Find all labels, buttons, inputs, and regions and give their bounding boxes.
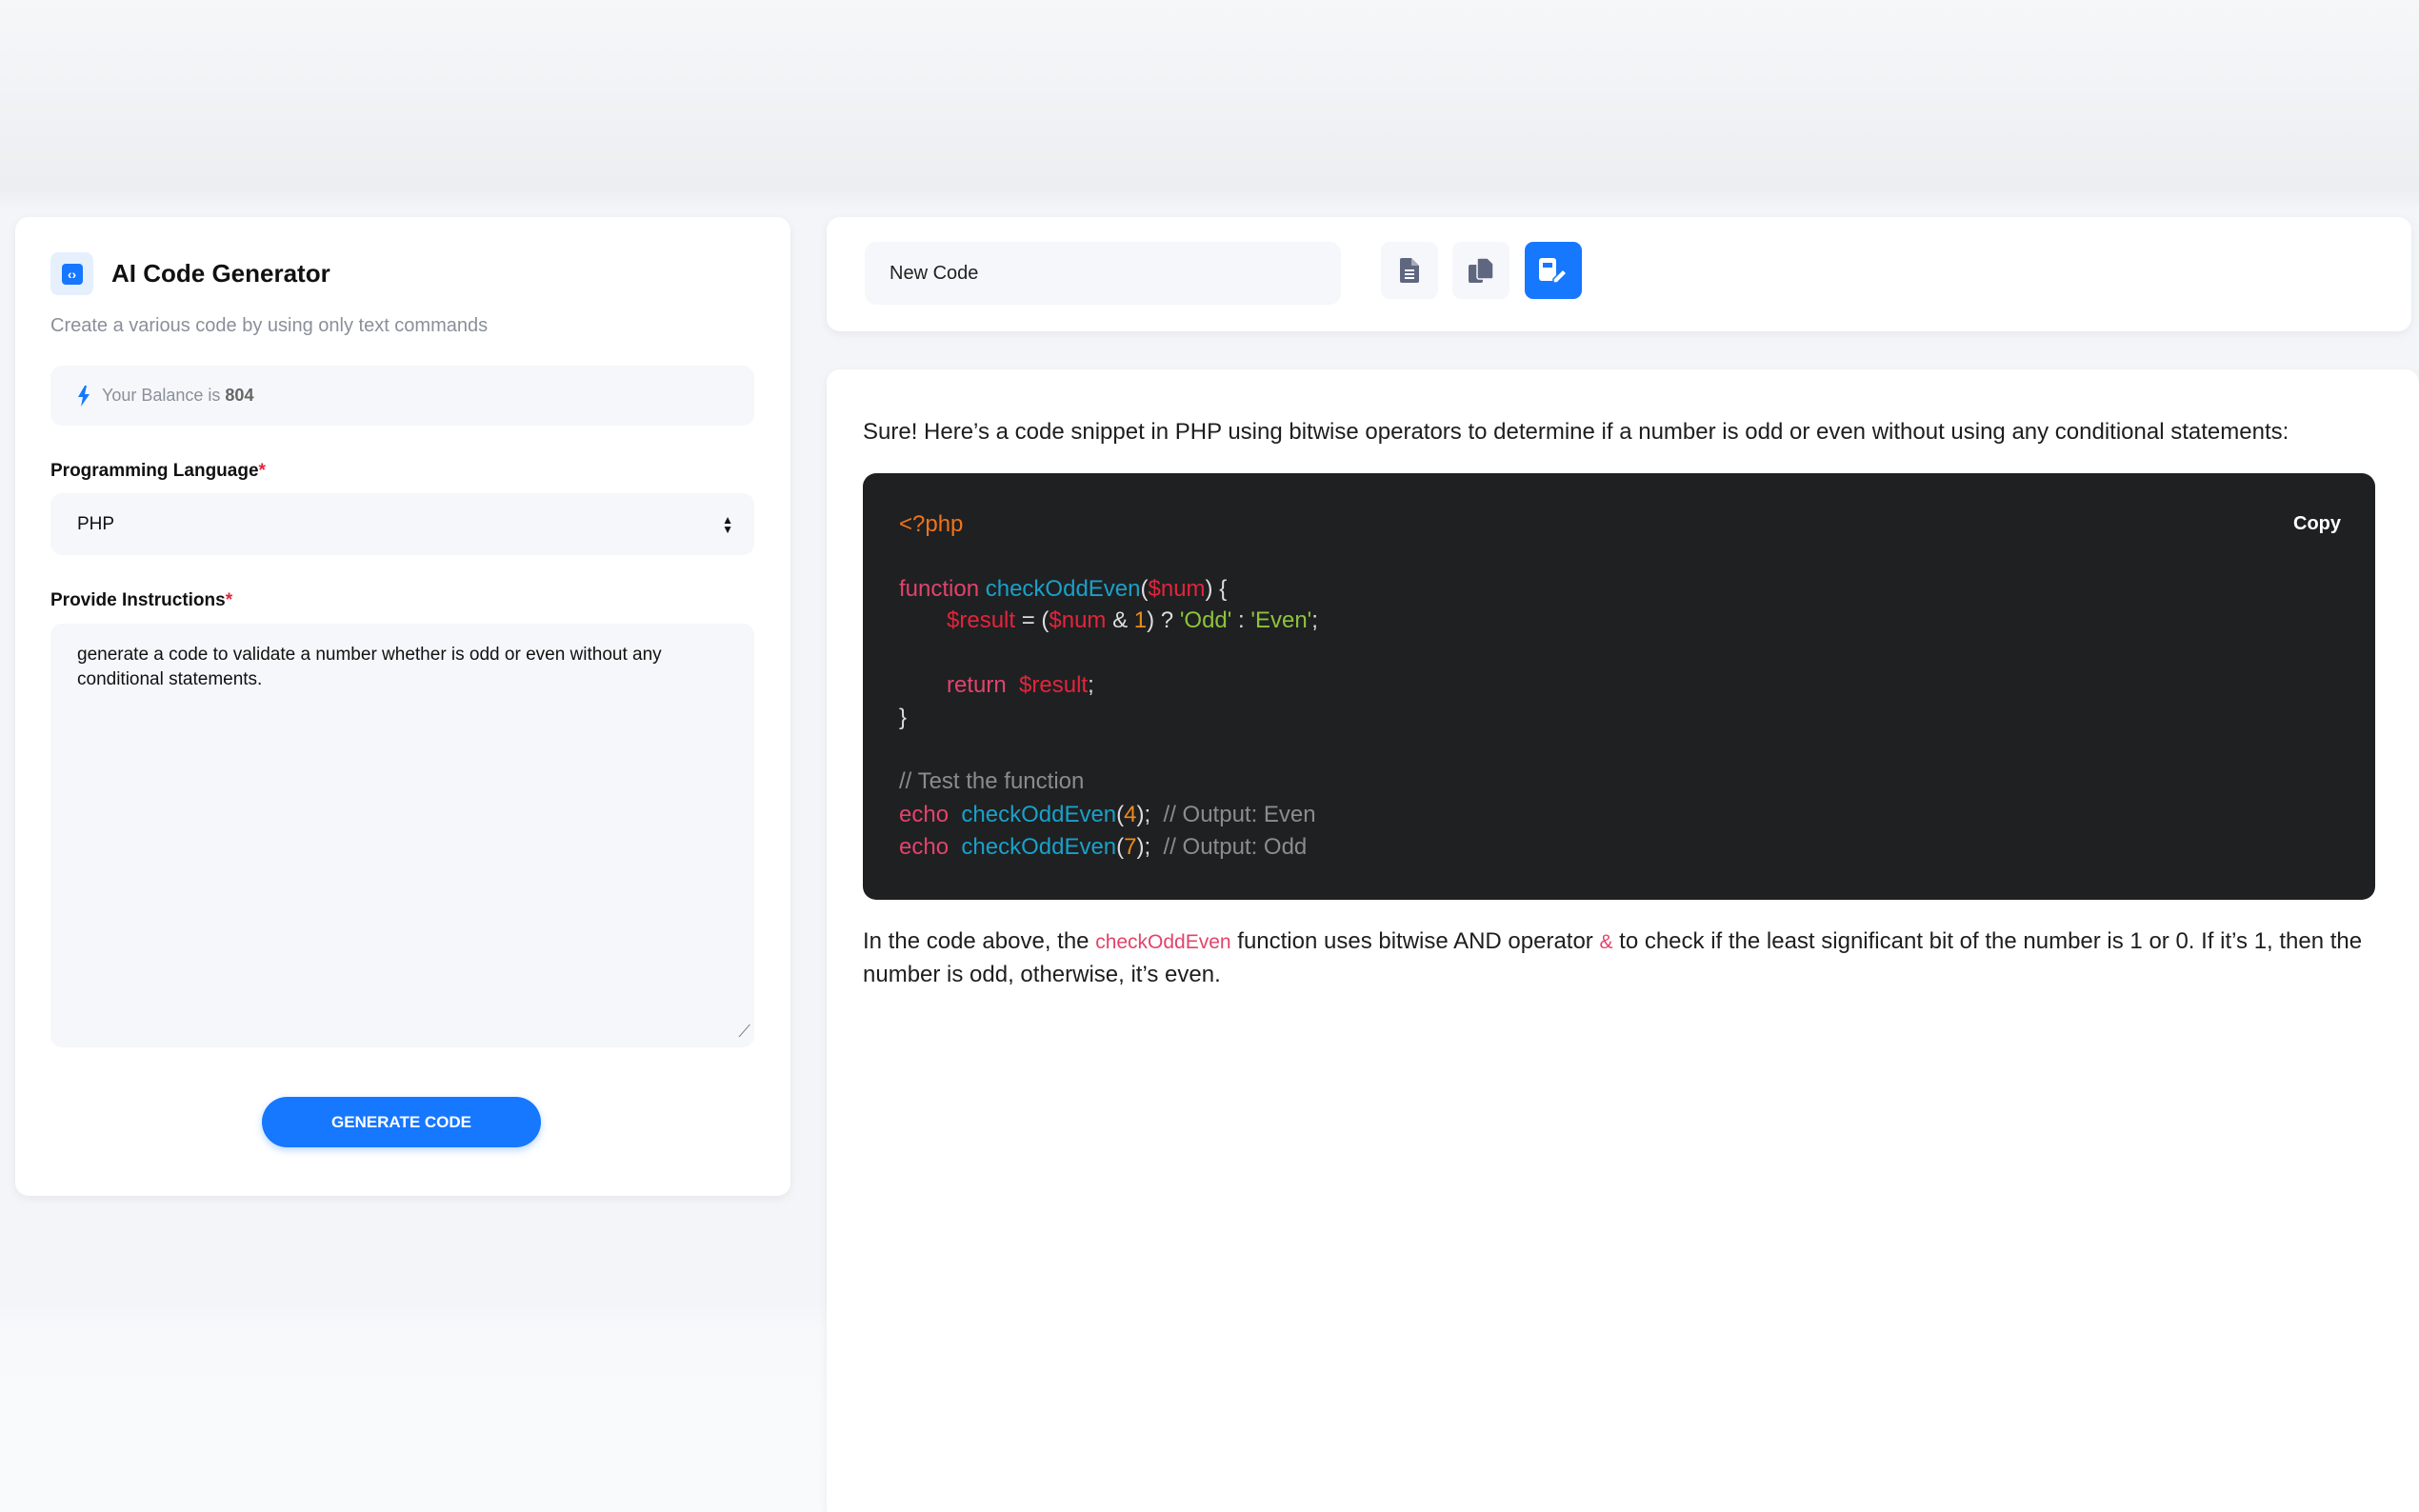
resize-handle-icon[interactable]: ⟋: [738, 1022, 750, 1041]
code-line: echo checkOddEven(4); // Output: Even: [899, 802, 1316, 827]
new-document-button[interactable]: [1381, 242, 1438, 299]
sort-arrows-icon: ▲ ▼: [722, 512, 733, 536]
code-line: // Test the function: [899, 768, 1085, 794]
document-icon: [1400, 258, 1419, 283]
code-name-input[interactable]: New Code: [865, 242, 1341, 305]
balance-label: Your Balance is: [102, 386, 221, 405]
language-label: Programming Language*: [50, 461, 266, 481]
lightning-icon: [78, 385, 90, 407]
language-select[interactable]: PHP ▲ ▼: [50, 493, 754, 555]
code-line: echo checkOddEven(7); // Output: Odd: [899, 834, 1308, 860]
code-line: function checkOddEven($num) {: [899, 576, 1228, 602]
code-block: Copy <?php function checkOddEven($num) {…: [863, 473, 2375, 900]
instructions-textarea[interactable]: generate a code to validate a number whe…: [50, 624, 754, 1047]
result-intro: Sure! Here’s a code snippet in PHP using…: [863, 419, 2289, 445]
copy-code-button[interactable]: Copy: [2293, 513, 2341, 534]
subtitle: Create a various code by using only text…: [50, 315, 489, 336]
generate-code-button[interactable]: GENERATE CODE: [262, 1097, 541, 1147]
edit-document-icon: [1539, 258, 1568, 283]
instructions-label: Provide Instructions*: [50, 590, 233, 610]
result-panel: Sure! Here’s a code snippet in PHP using…: [827, 369, 2419, 1512]
balance-value: 804: [225, 386, 254, 405]
page-title: AI Code Generator: [111, 259, 330, 288]
code-line: <?php: [899, 511, 964, 537]
code-line: $result = ($num & 1) ? 'Odd' : 'Even';: [947, 607, 1318, 633]
copy-icon: [1469, 258, 1493, 283]
copy-button[interactable]: [1452, 242, 1509, 299]
code-icon: ‹›: [50, 252, 93, 295]
edit-button[interactable]: [1525, 242, 1582, 299]
result-explanation: In the code above, the checkOddEven func…: [863, 928, 2363, 987]
code-line: return $result;: [947, 672, 1094, 698]
generator-panel: ‹› AI Code Generator Create a various co…: [15, 217, 790, 1196]
result-toolbar: New Code: [827, 217, 2411, 331]
code-line: }: [899, 705, 908, 730]
balance-box: Your Balance is 804: [50, 366, 754, 426]
